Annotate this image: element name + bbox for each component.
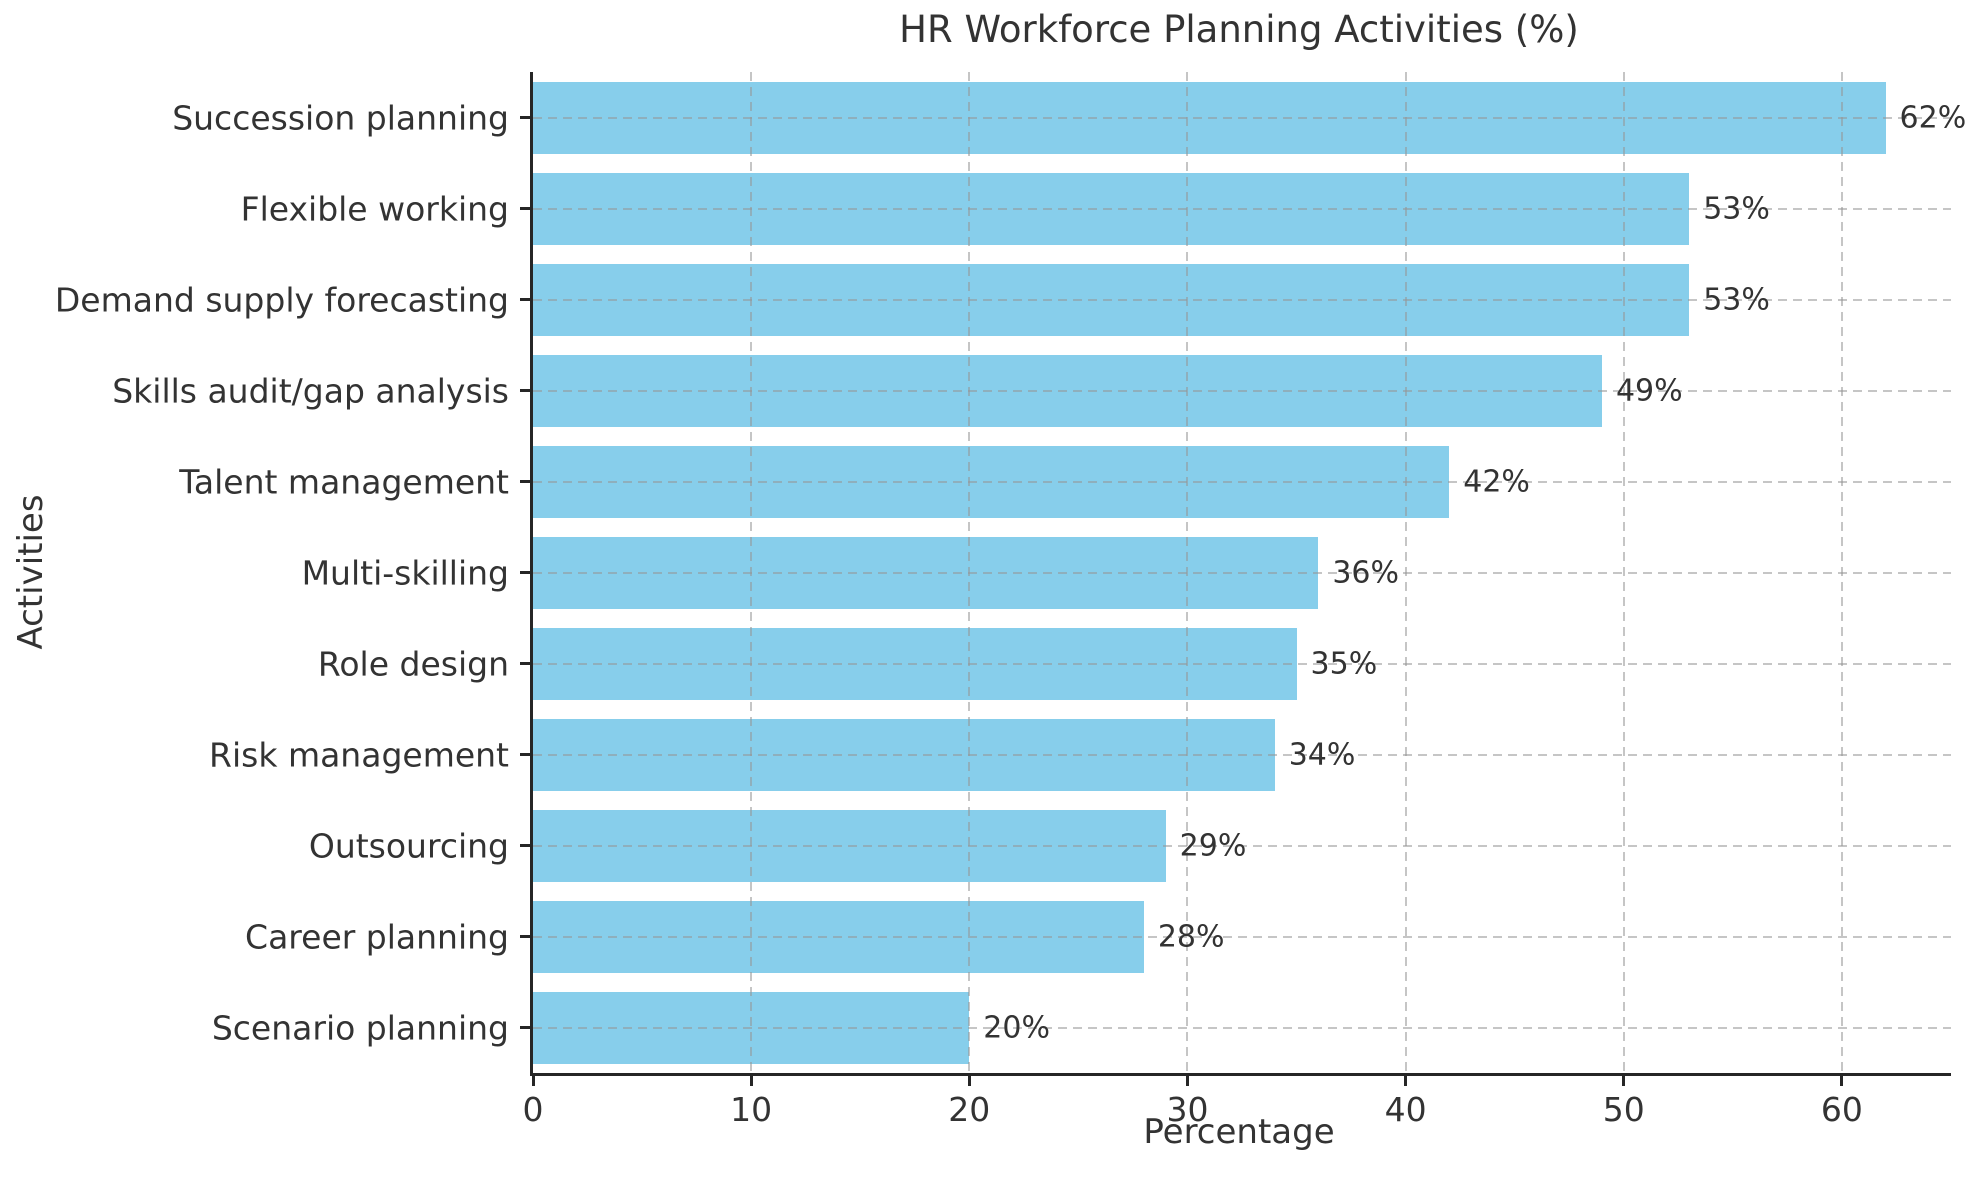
x-tick-label: 60 [1820,1090,1863,1129]
x-tick-label: 0 [522,1090,544,1129]
y-tick-mark [520,844,530,847]
y-tick-mark [520,207,530,210]
x-tick-mark [749,1076,753,1086]
x-tick-mark [531,1076,535,1086]
category-label: Flexible working [240,189,509,228]
h-gridline [533,207,1951,210]
y-tick-mark [520,298,530,301]
category-label: Risk management [209,735,509,774]
x-tick-label: 50 [1602,1090,1645,1129]
value-label: 29% [1179,828,1247,863]
x-tick-mark [967,1076,971,1086]
value-label: 36% [1332,555,1400,590]
h-gridline [533,662,1951,665]
category-label: Scenario planning [211,1008,509,1047]
value-label: 35% [1310,646,1378,681]
x-tick-label: 10 [730,1090,773,1129]
x-tick-label: 20 [948,1090,991,1129]
value-label: 42% [1463,464,1530,499]
h-gridline [533,389,1951,392]
v-gridline [1404,72,1407,1073]
h-gridline [533,844,1951,847]
x-axis-label: Percentage [1143,1112,1335,1152]
h-gridline [533,1026,1951,1029]
category-label: Role design [317,644,509,683]
y-tick-mark [520,480,530,483]
y-tick-mark [520,116,530,119]
value-label: 49% [1615,373,1683,408]
x-tick-mark [1185,1076,1189,1086]
y-tick-mark [520,389,530,392]
y-axis-label: Activities [11,494,51,650]
h-gridline [533,753,1951,756]
category-label: Talent management [179,462,509,501]
category-label: Multi-skilling [301,553,509,592]
y-tick-mark [520,1026,530,1029]
h-gridline [533,480,1951,483]
v-gridline [1186,72,1189,1073]
v-gridline [968,72,971,1073]
v-gridline [750,72,753,1073]
chart-title: HR Workforce Planning Activities (%) [899,8,1579,51]
value-label: 53% [1703,282,1770,317]
x-tick-mark [1404,1076,1408,1086]
y-tick-mark [520,753,530,756]
x-tick-mark [1840,1076,1844,1086]
y-tick-mark [520,571,530,574]
plot-area: Succession planning 62% Flexible working 53… [55,72,1966,1129]
h-gridline [533,935,1951,938]
v-gridline [1840,72,1843,1073]
value-label: 20% [983,1010,1050,1045]
category-label: Demand supply forecasting [54,280,509,319]
value-label: 62% [1899,100,1967,135]
x-tick-mark [1622,1076,1626,1086]
x-tick-label: 40 [1384,1090,1427,1129]
y-tick-mark [520,662,530,665]
value-label: 28% [1157,919,1225,954]
value-label: 34% [1288,737,1356,772]
x-tick-label: 30 [1166,1090,1209,1129]
category-label: Succession planning [172,98,509,137]
v-gridline [1622,72,1625,1073]
category-label: Career planning [245,917,509,956]
h-gridline [533,571,1951,574]
h-gridline [533,298,1951,301]
h-gridline [533,116,1951,119]
category-label: Outsourcing [308,826,509,865]
y-tick-mark [520,935,530,938]
value-label: 53% [1703,191,1770,226]
category-label: Skills audit/gap analysis [112,371,509,410]
